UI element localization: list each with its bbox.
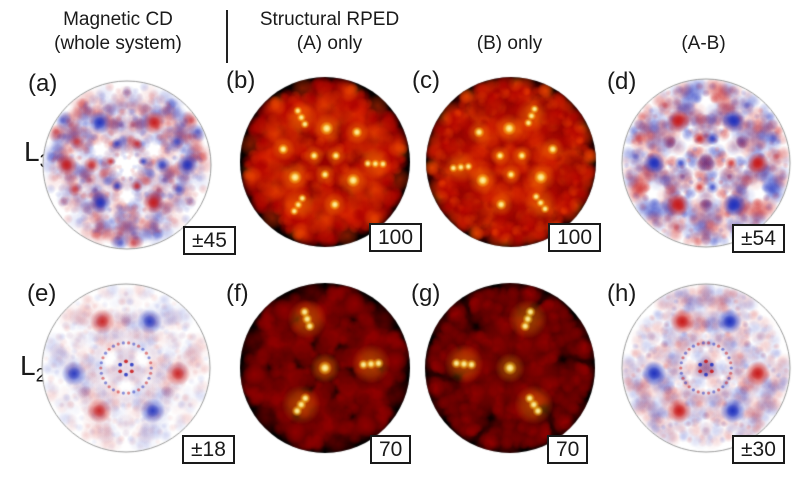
panel-c: (c) 100 xyxy=(412,67,602,252)
panel-label-e: (e) xyxy=(27,280,57,307)
panel-f: (f) 70 xyxy=(226,280,412,464)
column-header-magnetic-cd: Magnetic CD (whole system) xyxy=(54,9,182,54)
panel-d: (d) ±54 xyxy=(607,68,792,253)
panel-label-c: (c) xyxy=(412,67,440,94)
diffraction-pattern-g xyxy=(424,282,596,454)
diffraction-pattern-h xyxy=(620,282,792,454)
panel-b: (b) 100 xyxy=(226,67,423,252)
scale-badge-b: 100 xyxy=(369,223,423,252)
scale-badge-h: ±30 xyxy=(732,435,785,464)
scale-badge-e: ±18 xyxy=(182,435,235,464)
column-header-b-only: (B) only xyxy=(476,33,543,54)
diffraction-pattern-a xyxy=(41,79,213,251)
diffraction-pattern-f xyxy=(239,282,411,454)
row-label-L3-base: L xyxy=(24,136,40,167)
panel-label-b: (b) xyxy=(226,67,256,94)
diffraction-pattern-e xyxy=(40,282,212,454)
panel-label-a: (a) xyxy=(28,70,58,97)
column-header-structural-rped-a-only: Structural RPED (A) only xyxy=(259,9,400,54)
panel-label-g: (g) xyxy=(411,280,441,307)
panel-h: (h) ±30 xyxy=(607,280,792,464)
scale-badge-c: 100 xyxy=(548,223,602,252)
diffraction-pattern-d xyxy=(620,77,792,249)
panel-a: (a) ±45 xyxy=(28,70,236,255)
scale-badge-f: 70 xyxy=(370,435,412,464)
panel-g: (g) 70 xyxy=(411,280,596,464)
scale-badge-d: ±54 xyxy=(732,224,785,253)
panel-e: (e) ±18 xyxy=(27,280,235,464)
diffraction-pattern-c xyxy=(425,76,597,248)
panel-label-f: (f) xyxy=(226,280,249,307)
diffraction-pattern-b xyxy=(239,76,411,248)
panel-label-d: (d) xyxy=(607,68,637,95)
column-header-a-minus-b: (A-B) xyxy=(681,33,726,54)
header-divider-line xyxy=(226,10,228,63)
panel-label-h: (h) xyxy=(607,280,637,307)
row-label-L2-base: L xyxy=(20,350,36,381)
scale-badge-a: ±45 xyxy=(183,226,236,255)
scale-badge-g: 70 xyxy=(547,435,589,464)
